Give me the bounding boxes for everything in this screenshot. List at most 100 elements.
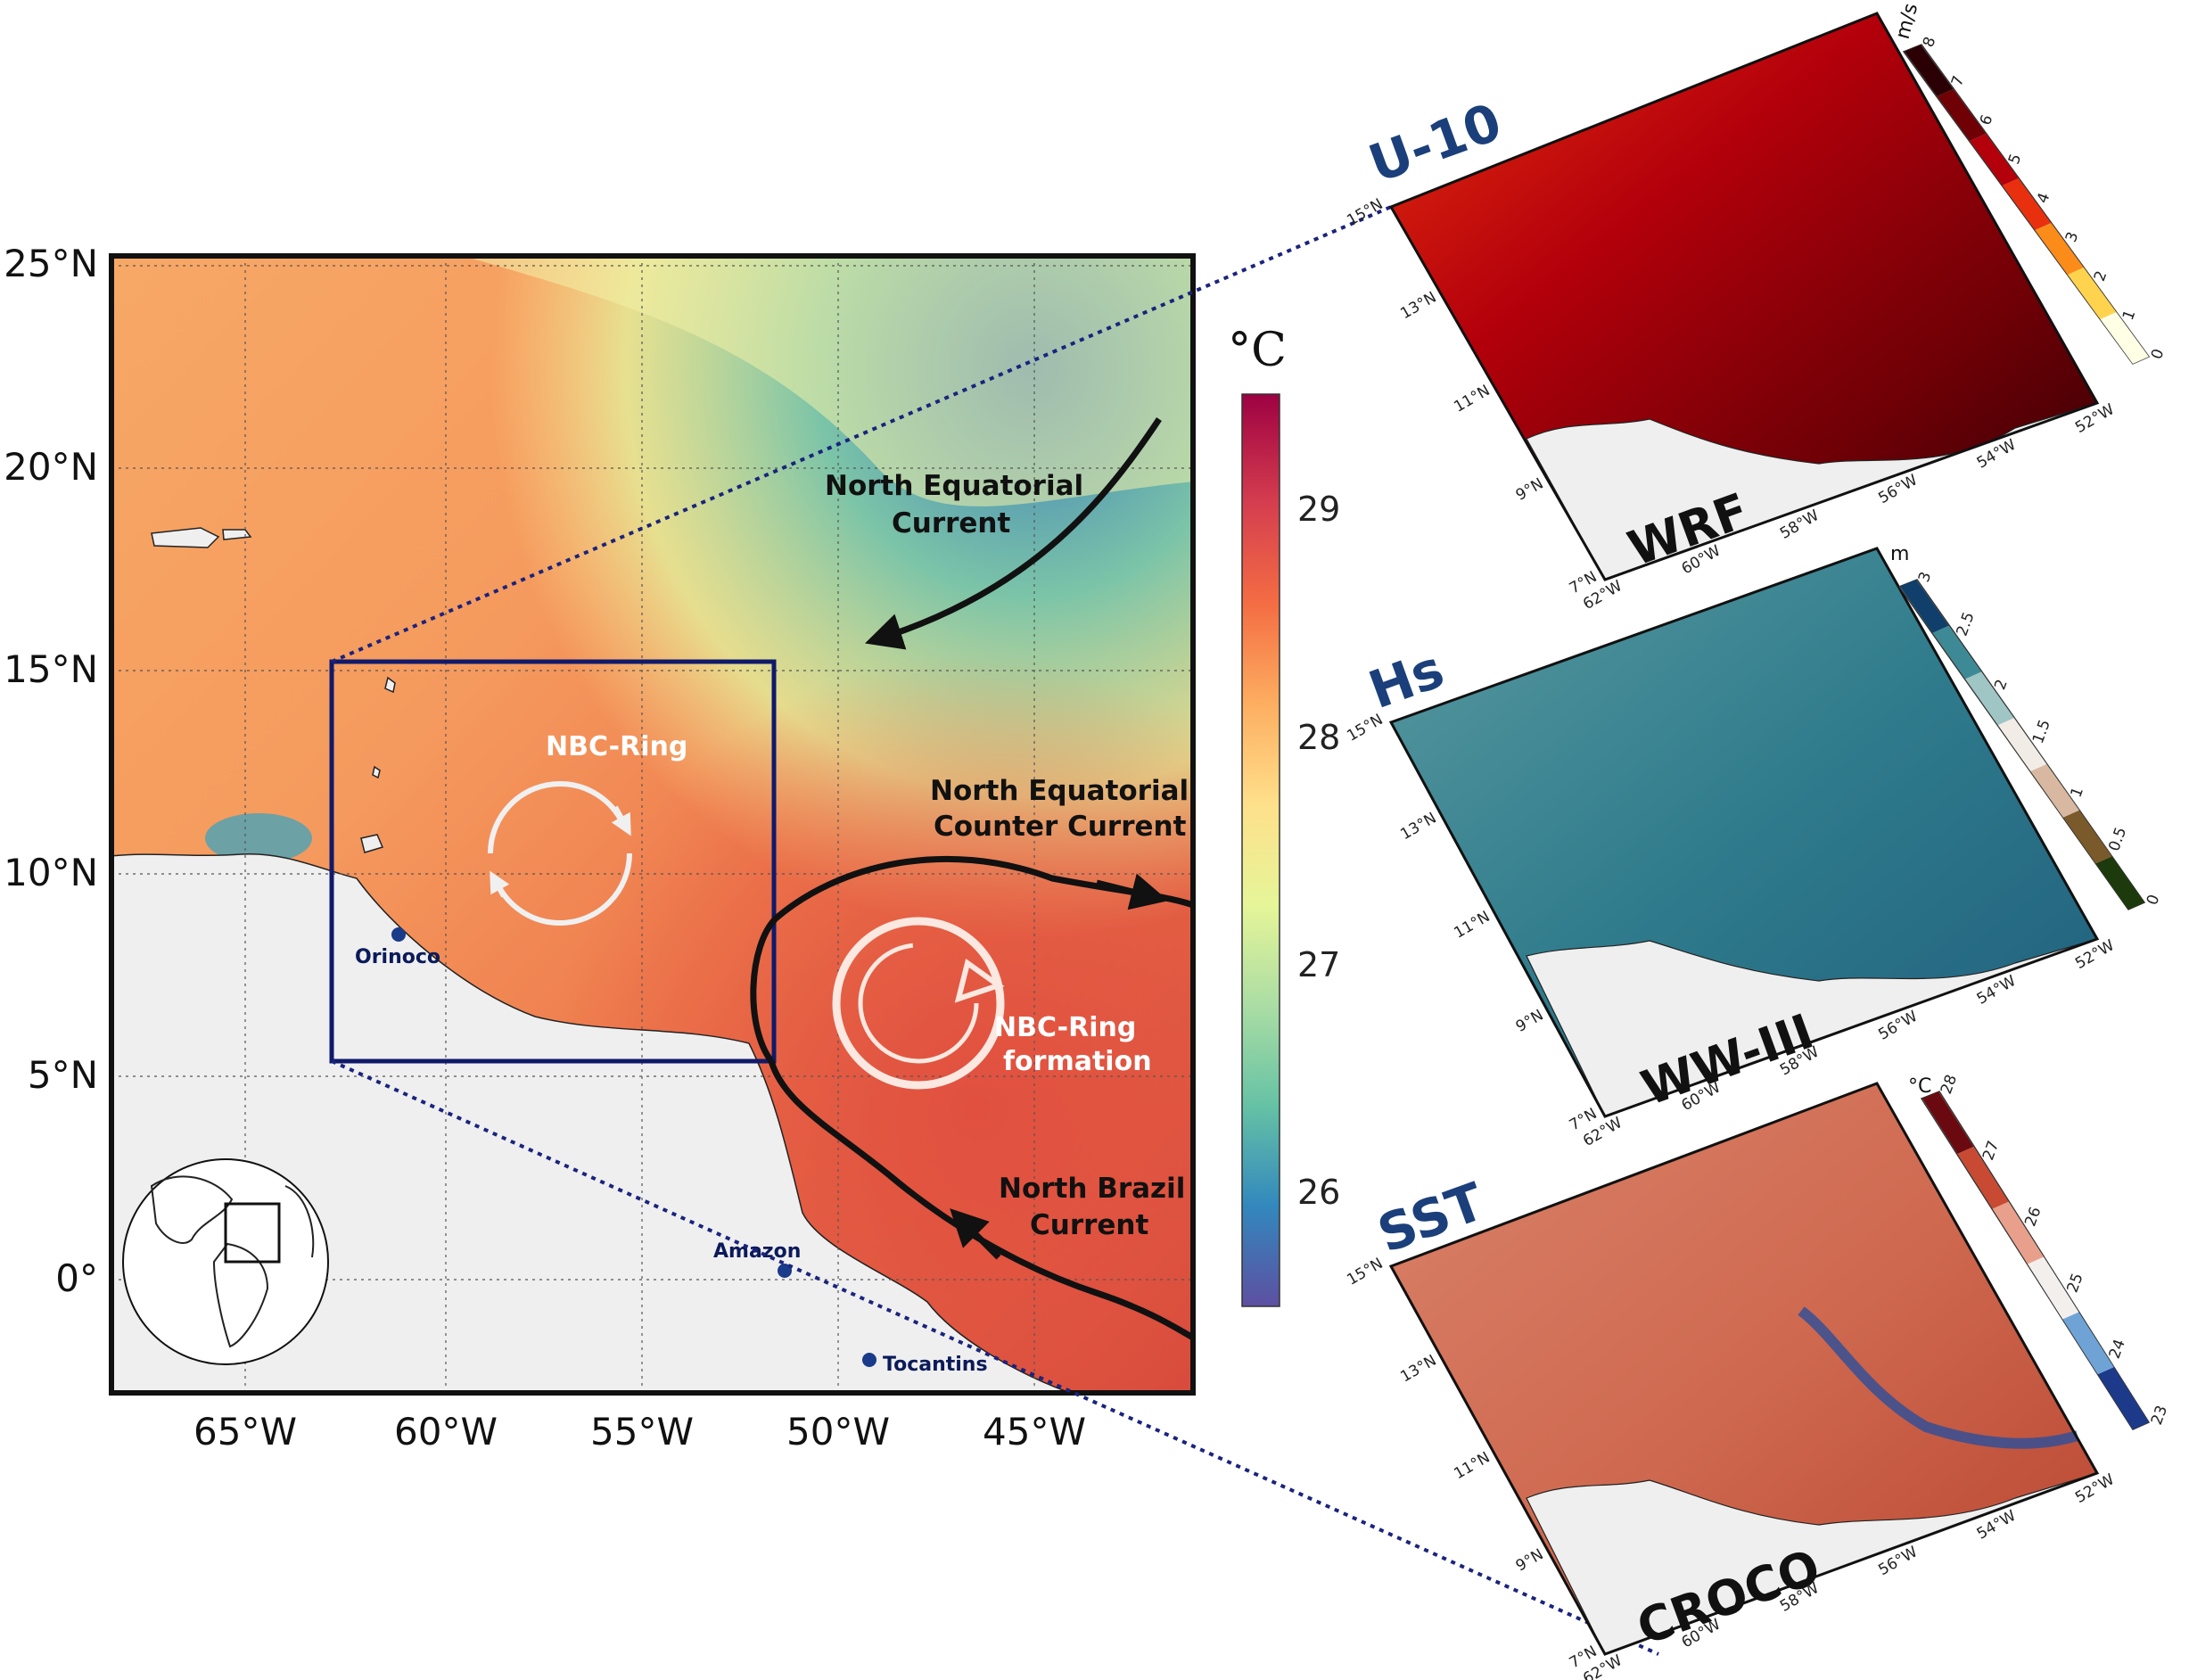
panel-lat-tick: 13°N xyxy=(1397,289,1439,324)
lat-tick-label: 5°N xyxy=(28,1053,98,1097)
panel-u10-land xyxy=(1526,402,2098,581)
island xyxy=(372,765,381,779)
panel-colorbar-tick: 0.5 xyxy=(2105,825,2130,853)
necc-label-2: Counter Current xyxy=(934,811,1187,843)
panel-u10-frame xyxy=(1388,12,2100,581)
longitude-ticks: 65°W 60°W 55°W 50°W 45°W xyxy=(193,1410,1086,1454)
panel-colorbar-segment xyxy=(1905,45,1954,96)
panel-lat-tick: 13°N xyxy=(1397,810,1439,844)
lat-tick-label: 10°N xyxy=(4,851,98,894)
panel-colorbar-segment xyxy=(1900,580,1949,633)
nec-label-2: Current xyxy=(892,507,1010,539)
sst-main-map xyxy=(111,256,1193,1393)
panel-colorbar-tick: 24 xyxy=(2106,1337,2129,1361)
lat-tick-label: 0° xyxy=(55,1256,98,1300)
panel-colorbar-tick: 27 xyxy=(1979,1139,2003,1163)
orinoco-marker xyxy=(391,927,406,942)
lat-tick-label: 25°N xyxy=(4,242,98,285)
panel-colorbar-segment xyxy=(2028,1256,2079,1320)
panel-colorbar-segment xyxy=(1922,1091,1974,1154)
north-america-outline xyxy=(150,1175,234,1244)
sst-colorbar xyxy=(1241,393,1280,1307)
panel-lat-tick: 9°N xyxy=(1513,1545,1547,1575)
lon-tick-label: 65°W xyxy=(193,1410,297,1454)
north-equatorial-current-arrow xyxy=(865,417,1162,650)
panel-colorbar-segment xyxy=(2097,1367,2149,1429)
lon-tick-label: 45°W xyxy=(983,1410,1086,1454)
ring-arrow-head xyxy=(611,805,631,836)
panel-lat-tick: 13°N xyxy=(1397,1352,1439,1387)
panel-hs-unit: m xyxy=(1890,543,1909,565)
panel-lat-tick: 9°N xyxy=(1513,1007,1547,1036)
panel-hs: Hs WW-III m xyxy=(1362,543,2146,1118)
panel-colorbar-segment xyxy=(1937,89,1987,141)
nbc-ring-label: NBC-Ring xyxy=(546,731,687,762)
panel-colorbar-segment xyxy=(2067,268,2117,319)
panel-sst-unit: °C xyxy=(1908,1075,1931,1098)
globe-locator-box xyxy=(224,1202,281,1264)
globe-inset xyxy=(122,1158,329,1365)
nbc-label-1: North Brazil xyxy=(999,1173,1185,1205)
panel-colorbar-tick: 0 xyxy=(2148,347,2168,362)
colorbar-tick: 28 xyxy=(1297,718,1340,757)
africa-outline xyxy=(284,1185,315,1258)
island xyxy=(222,529,252,540)
lat-tick-label: 15°N xyxy=(4,647,98,691)
panel-sst-frame xyxy=(1388,1082,2100,1656)
panel-lat-tick: 11°N xyxy=(1451,1449,1493,1484)
orinoco-label: Orinoco xyxy=(355,946,440,968)
amazon-label: Amazon xyxy=(713,1240,801,1263)
island xyxy=(151,527,220,548)
panel-colorbar-segment xyxy=(2030,763,2079,818)
nbc-arrow xyxy=(950,1208,1001,1260)
panel-colorbar-tick: 26 xyxy=(2021,1205,2045,1229)
lon-tick-label: 60°W xyxy=(394,1410,498,1454)
panel-sst: SST CROCO °C xyxy=(1370,1075,2151,1656)
panel-colorbar-segment xyxy=(2002,178,2052,230)
panel-colorbar-segment xyxy=(2062,1312,2114,1375)
panel-colorbar-segment xyxy=(1957,1146,2009,1209)
lon-tick-label: 55°W xyxy=(590,1410,694,1454)
colorbar-tick: 29 xyxy=(1297,490,1340,529)
lat-tick-label: 20°N xyxy=(4,445,98,489)
ring-formation-arrow xyxy=(954,958,1005,1003)
panel-colorbar-segment xyxy=(2100,312,2149,364)
colorbar-unit: °C xyxy=(1228,324,1287,377)
panel-colorbar-tick: 3 xyxy=(1915,570,1935,585)
tocantins-marker xyxy=(862,1353,876,1367)
panel-sst-cold-filament xyxy=(1798,1306,2079,1449)
necc-arrow xyxy=(1096,873,1169,910)
panel-colorbar-segment xyxy=(2035,223,2084,275)
panel-colorbar-segment xyxy=(1970,134,2019,185)
connector-line-bottom xyxy=(331,1059,1659,1656)
panel-colorbar-tick: 2.5 xyxy=(1954,610,1979,638)
panel-lat-tick: 15°N xyxy=(1344,711,1386,745)
nec-label-1: North Equatorial xyxy=(825,470,1083,502)
lon-tick-label: 50°W xyxy=(786,1410,890,1454)
panel-colorbar-tick: 1.5 xyxy=(2029,717,2054,745)
panel-lat-tick: 15°N xyxy=(1344,195,1386,230)
ring-formation-label-2: formation xyxy=(1003,1046,1152,1077)
panel-colorbar-segment xyxy=(2062,810,2112,864)
cool-patch xyxy=(205,813,312,863)
colorbar-tick: 26 xyxy=(1297,1173,1340,1212)
ring-formation-outer xyxy=(832,917,1005,1090)
latitude-ticks: 25°N 20°N 15°N 10°N 5°N 0° xyxy=(4,242,98,1300)
island xyxy=(360,834,384,853)
ring-formation-label-1: NBC-Ring xyxy=(994,1012,1136,1043)
panel-colorbar-segment xyxy=(1965,671,2014,726)
panel-colorbar-tick: 0 xyxy=(2144,893,2163,908)
panel-colorbar-segment xyxy=(1997,718,2047,771)
colorbar-tick: 27 xyxy=(1297,945,1340,984)
south-america-land xyxy=(111,852,1071,1393)
ring-arrow-head xyxy=(490,870,510,898)
panel-lat-tick: 11°N xyxy=(1451,908,1493,943)
panel-colorbar-tick: 25 xyxy=(2064,1271,2087,1295)
panel-colorbar-segment xyxy=(1992,1201,2044,1264)
ring-formation-inner xyxy=(858,943,979,1064)
panel-hs-frame xyxy=(1388,547,2100,1118)
panel-colorbar-segment xyxy=(2095,856,2144,910)
panel-lat-tick: 9°N xyxy=(1513,475,1547,505)
map-frame xyxy=(109,253,1196,1396)
